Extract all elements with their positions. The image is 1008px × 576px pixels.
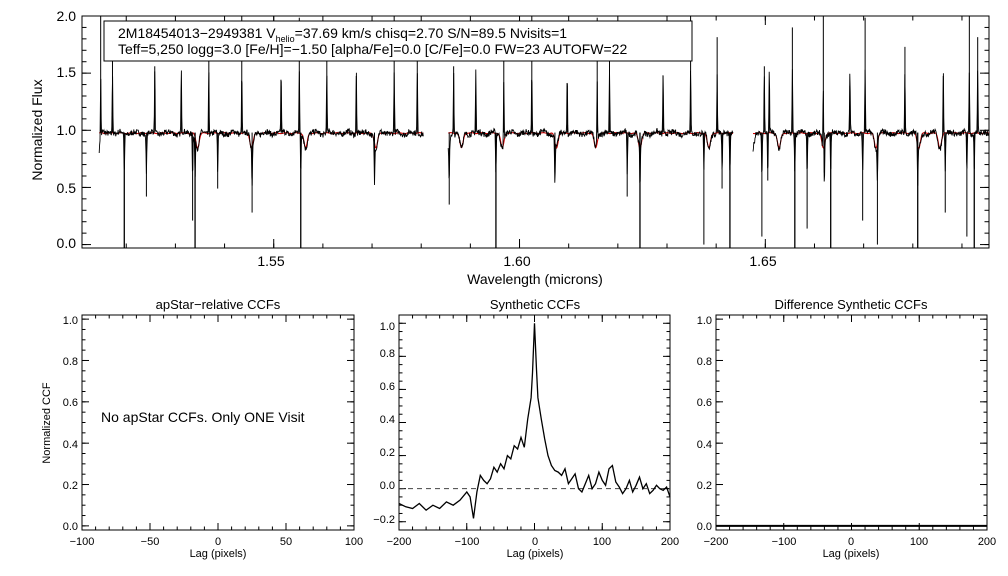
synthetic-title: Synthetic CCFs <box>490 297 581 312</box>
apstar-xtick-label: 0 <box>215 536 221 548</box>
synthetic-ytick-label: 0.6 <box>380 381 395 393</box>
spectrum-xtick-label: 1.55 <box>257 253 284 269</box>
difference-ytick-label: 0.4 <box>697 439 712 451</box>
apstar-xtick-label: 50 <box>280 536 292 548</box>
difference-ytick-label: 0.8 <box>697 356 712 368</box>
difference-xtick-label: 100 <box>910 536 928 548</box>
difference-ytick-label: 0.6 <box>697 397 712 409</box>
difference-title: Difference Synthetic CCFs <box>775 297 928 312</box>
spectrum-xtick-label: 1.60 <box>503 253 530 269</box>
spectrum-ytick-label: 1.0 <box>57 122 77 138</box>
apstar-ytick-label: 0.4 <box>63 439 78 451</box>
star-stats: =37.69 km/s chisq=2.70 S/N=89.5 Nvisits=… <box>295 25 568 41</box>
apstar-xtick-label: 100 <box>345 536 363 548</box>
synthetic-xlabel: Lag (pixels) <box>507 548 564 560</box>
difference-ccf-panel: Difference Synthetic CCFs −200 −100 0 10… <box>697 297 996 560</box>
spectrum-frame <box>81 15 990 249</box>
spectrum-ylabel: Normalized Flux <box>29 79 45 180</box>
synthetic-ytick-label: 0.0 <box>380 480 395 492</box>
star-id-and-vhelio-label: 2M18454013−2949381 V <box>118 25 276 41</box>
difference-xtick-label: −200 <box>704 536 729 548</box>
synthetic-ytick-label: 0.4 <box>380 414 395 426</box>
spectrum-ytick-label: 0.0 <box>57 235 77 251</box>
spectrum-ytick-label: 1.5 <box>57 64 77 80</box>
annotation-line-2: Teff=5,250 logg=3.0 [Fe/H]=−1.50 [alpha/… <box>118 41 627 57</box>
apstar-title: apStar−relative CCFs <box>156 297 281 312</box>
synthetic-xtick-label: −100 <box>455 536 480 548</box>
difference-ytick-label: 1.0 <box>697 315 712 327</box>
apstar-ytick-label: 0.8 <box>63 356 78 368</box>
annotation-line-1: 2M18454013−2949381 Vhelio=37.69 km/s chi… <box>118 25 567 44</box>
observed-spectrum-segment <box>98 70 424 186</box>
spectrum-ytick-label: 0.5 <box>57 180 77 196</box>
observed-spectrum-line <box>98 16 990 248</box>
spectrum-panel: 1.55 1.60 1.65 0.0 0.5 1.0 1.5 2.0 Wavel… <box>29 8 990 287</box>
apstar-ticks <box>81 315 355 530</box>
apstar-ytick-label: 0.6 <box>63 397 78 409</box>
difference-xtick-label: 0 <box>848 536 854 548</box>
synthetic-ccf-panel: Synthetic CCFs −200 −100 0 100 200 −0.2 … <box>373 297 679 560</box>
difference-xlabel: Lag (pixels) <box>823 548 880 560</box>
apstar-xtick-label: −50 <box>141 536 160 548</box>
apstar-ytick-label: 0.0 <box>63 521 78 533</box>
synthetic-xtick-label: 200 <box>661 536 679 548</box>
synthetic-xtick-label: 0 <box>532 536 538 548</box>
synthetic-xtick-label: −200 <box>387 536 412 548</box>
apstar-ylabel: Normalized CCF <box>41 382 53 464</box>
synthetic-ytick-label: 0.2 <box>380 447 395 459</box>
synthetic-ytick-label: −0.2 <box>373 514 395 526</box>
apstar-ytick-label: 1.0 <box>63 315 78 327</box>
annotation-box <box>103 20 693 62</box>
apstar-ytick-label: 0.2 <box>63 480 78 492</box>
difference-ytick-label: 0.2 <box>697 480 712 492</box>
spectrum-ytick-label: 2.0 <box>57 8 77 24</box>
spectrum-xtick-label: 1.65 <box>749 253 776 269</box>
vhelio-subscript: helio <box>276 34 295 44</box>
spectrum-xlabel: Wavelength (microns) <box>467 271 603 287</box>
apstar-xtick-label: −100 <box>70 536 95 548</box>
apstar-xlabel: Lag (pixels) <box>190 548 247 560</box>
no-ccf-message: No apStar CCFs. Only ONE Visit <box>101 409 305 425</box>
synthetic-ytick-label: 1.0 <box>380 321 395 333</box>
difference-xtick-label: 200 <box>978 536 996 548</box>
apstar-ccf-panel: apStar−relative CCFs −100 −50 0 50 100 0… <box>41 297 363 560</box>
synthetic-ccf-curve <box>398 323 671 519</box>
synthetic-ytick-label: 0.8 <box>380 348 395 360</box>
synthetic-xtick-label: 100 <box>593 536 611 548</box>
spectrum-ticks <box>82 15 989 248</box>
difference-ytick-label: 0.0 <box>697 521 712 533</box>
difference-xtick-label: −100 <box>772 536 797 548</box>
